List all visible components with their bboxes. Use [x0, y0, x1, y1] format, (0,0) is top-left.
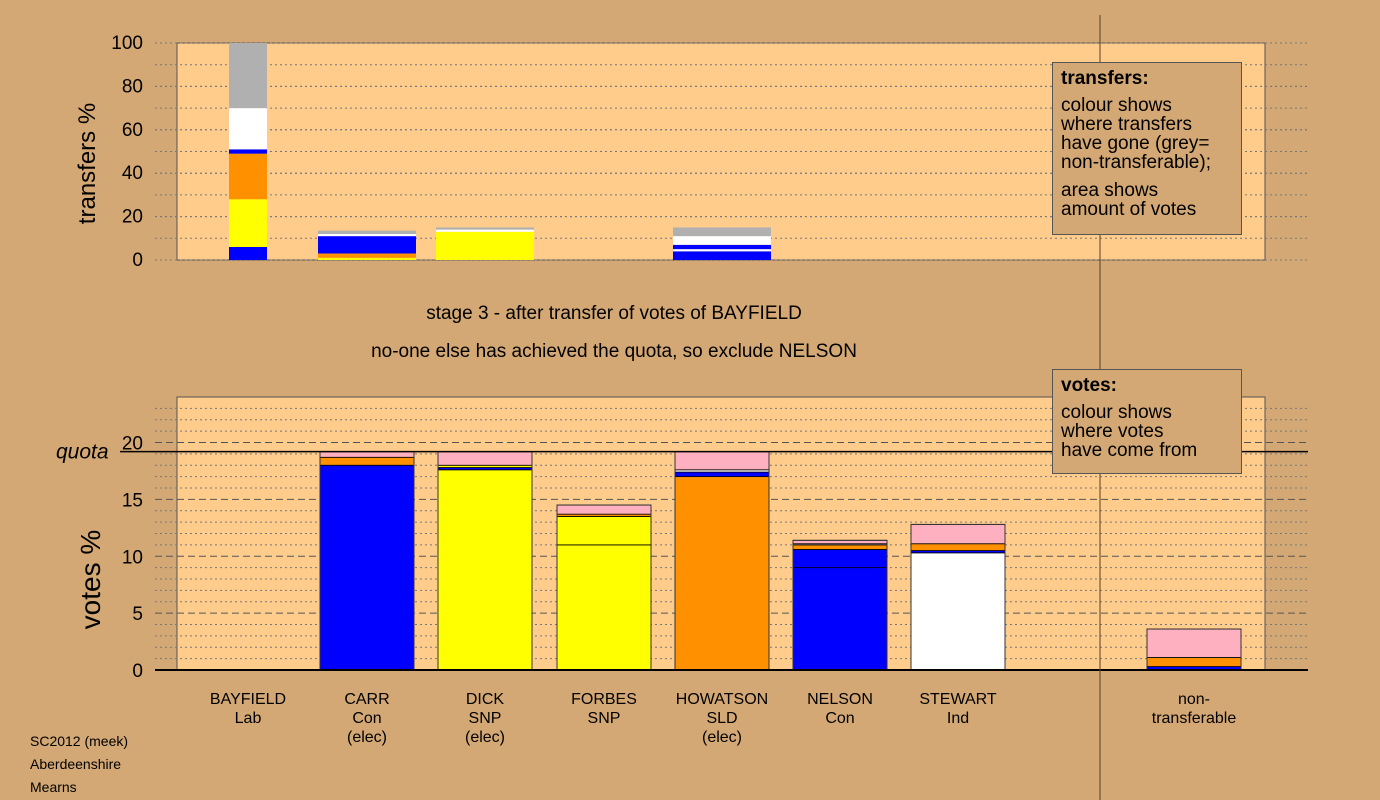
- candidate-label: Lab: [235, 710, 262, 727]
- votes-y-axis-label: votes %: [75, 530, 106, 630]
- vote-bar-segment: [437, 451, 533, 466]
- transfers-legend-text-1: colour shows where transfers have gone (…: [1061, 95, 1211, 173]
- votes-legend-text: colour shows where votes have come from: [1061, 402, 1198, 461]
- stage-caption: stage 3 - after transfer of votes of BAY…: [426, 303, 802, 324]
- transfer-bar-segment: [673, 251, 771, 260]
- votes-legend: votes: colour shows where votes have com…: [1052, 369, 1242, 474]
- transfer-bar-segment: [436, 257, 534, 260]
- transfers-y-axis-label: transfers %: [74, 103, 101, 224]
- candidate-label: non-: [1178, 691, 1210, 708]
- transfer-bar-segment: [229, 246, 267, 260]
- transfer-bar-segment: [673, 227, 771, 237]
- vote-bar-segment: [792, 567, 888, 671]
- transfer-bar-segment: [673, 236, 771, 245]
- candidate-label: CARR: [344, 691, 389, 708]
- vote-bar-segment: [319, 456, 415, 466]
- transfer-bar-segment: [318, 233, 416, 237]
- votes-y-tick-label: 15: [122, 490, 143, 511]
- vote-bar-segment: [910, 543, 1006, 551]
- transfers-y-tick-label: 80: [122, 76, 143, 97]
- transfer-bar-segment: [436, 227, 534, 230]
- transfers-legend: transfers: colour shows where transfers …: [1052, 62, 1242, 235]
- votes-y-tick-label: 5: [132, 604, 143, 625]
- transfers-y-tick-label: 100: [111, 33, 143, 54]
- vote-bar-segment: [319, 451, 415, 458]
- candidate-label: Con: [352, 710, 381, 727]
- quota-label: quota: [56, 441, 109, 464]
- transfer-bar-segment: [229, 149, 267, 154]
- transfer-bar-segment: [229, 43, 267, 109]
- candidate-label: SNP: [469, 710, 502, 727]
- footer-method: SC2012 (meek): [30, 733, 129, 749]
- transfer-bar-segment: [436, 231, 534, 258]
- candidate-label: Ind: [947, 710, 969, 727]
- vote-bar-segment: [437, 469, 533, 671]
- vote-bar-segment: [674, 476, 770, 671]
- candidate-label: BAYFIELD: [210, 691, 286, 708]
- vote-bar-segment: [556, 516, 652, 546]
- transfer-bar-segment: [436, 229, 534, 232]
- candidate-label: NELSON: [807, 691, 873, 708]
- candidate-label: (elec): [465, 729, 505, 746]
- vote-bar-segment: [1146, 657, 1242, 667]
- candidate-label: FORBES: [571, 691, 637, 708]
- transfer-bar-segment: [673, 249, 771, 252]
- vote-bar-segment: [556, 504, 652, 515]
- candidate-label: STEWART: [919, 691, 997, 708]
- vote-bar-segment: [792, 549, 888, 569]
- candidate-label: SLD: [706, 710, 737, 727]
- votes-y-tick-label: 0: [132, 661, 143, 682]
- transfer-bar-segment: [318, 236, 416, 254]
- transfer-bar-segment: [229, 153, 267, 200]
- transfer-bar-segment: [318, 257, 416, 260]
- footer-ward: Mearns: [30, 779, 77, 795]
- transfer-bar-segment: [673, 244, 771, 250]
- vote-bar-segment: [674, 451, 770, 471]
- footer-council: Aberdeenshire: [30, 756, 122, 772]
- candidate-label: HOWATSON: [676, 691, 768, 708]
- transfers-y-tick-label: 60: [122, 120, 143, 141]
- vote-bar-segment: [910, 552, 1006, 671]
- transfers-y-tick-label: 40: [122, 163, 143, 184]
- action-caption: no-one else has achieved the quota, so e…: [371, 341, 857, 362]
- vote-bar-segment: [792, 539, 888, 545]
- transfers-legend-text-2: area shows amount of votes: [1061, 180, 1197, 220]
- votes-legend-title: votes:: [1061, 375, 1117, 396]
- candidate-label: transferable: [1152, 710, 1237, 727]
- vote-bar-segment: [674, 471, 770, 478]
- vote-bar-segment: [910, 524, 1006, 545]
- candidate-label: (elec): [702, 729, 742, 746]
- candidate-label: SNP: [588, 710, 621, 727]
- vote-bar-segment: [1146, 628, 1242, 658]
- transfer-bar-segment: [318, 253, 416, 258]
- candidate-label: DICK: [466, 691, 505, 708]
- footer: SC2012 (meek) Aberdeenshire Mearns: [30, 730, 128, 799]
- votes-y-tick-label: 20: [122, 434, 143, 455]
- candidate-label: Con: [825, 710, 854, 727]
- transfer-bar-segment: [229, 108, 267, 150]
- vote-bar-segment: [556, 544, 652, 671]
- candidate-label: (elec): [347, 729, 387, 746]
- transfers-legend-title: transfers:: [1061, 68, 1149, 89]
- transfers-y-tick-label: 0: [132, 250, 143, 271]
- transfer-bar-segment: [318, 230, 416, 234]
- vote-bar-segment: [319, 464, 415, 671]
- transfer-bar-segment: [229, 199, 267, 247]
- votes-y-tick-label: 10: [122, 547, 143, 568]
- transfers-y-tick-label: 20: [122, 207, 143, 228]
- vote-bar-segment: [792, 544, 888, 550]
